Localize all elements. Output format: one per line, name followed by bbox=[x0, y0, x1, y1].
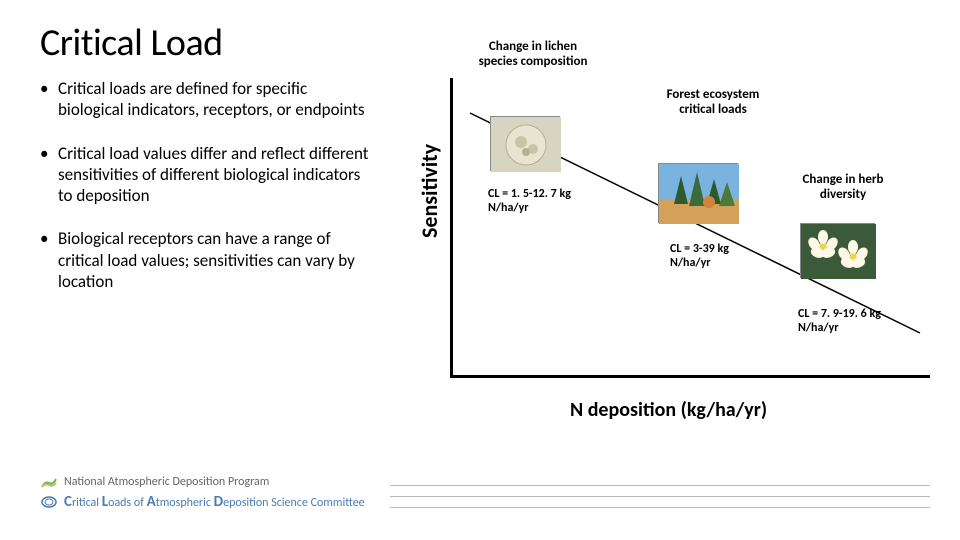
chart-area: Sensitivity Change in lichen species com… bbox=[390, 78, 930, 458]
clad-logo-icon bbox=[40, 495, 58, 509]
herb-header: Change in herb diversity bbox=[788, 173, 898, 203]
nadp-logo-icon bbox=[40, 475, 58, 489]
content-row: Critical loads are defined for specific … bbox=[40, 78, 930, 458]
forest-cl-label: CL = 3-39 kg N/ha/yr bbox=[670, 243, 760, 271]
herb-thumb bbox=[800, 223, 875, 278]
bullet-item: Critical loads are defined for specific … bbox=[40, 78, 370, 121]
y-axis-label: Sensitivity bbox=[416, 144, 443, 238]
nadp-label: National Atmospheric Deposition Program bbox=[64, 475, 269, 489]
footer: National Atmospheric Deposition Program … bbox=[40, 475, 930, 530]
lichen-cl-label: CL = 1. 5-12. 7 kg N/ha/yr bbox=[488, 188, 578, 216]
bullet-item: Critical load values differ and reflect … bbox=[40, 143, 370, 207]
x-axis-label: N deposition (kg/ha/yr) bbox=[570, 398, 767, 422]
slide-root: Critical Load Critical loads are defined… bbox=[0, 0, 960, 540]
bullet-item: Biological receptors can have a range of… bbox=[40, 228, 370, 292]
footer-rule-lines bbox=[390, 485, 930, 518]
bullet-list: Critical loads are defined for specific … bbox=[40, 78, 380, 458]
lichen-thumb bbox=[490, 116, 560, 171]
lichen-header: Change in lichen species composition bbox=[478, 40, 588, 70]
clad-label: Critical Loads of Atmospheric Deposition… bbox=[64, 493, 365, 511]
forest-header: Forest ecosystem critical loads bbox=[658, 88, 768, 118]
herb-cl-label: CL = 7. 9-19. 6 kg N/ha/yr bbox=[798, 308, 893, 336]
forest-thumb bbox=[658, 163, 738, 223]
